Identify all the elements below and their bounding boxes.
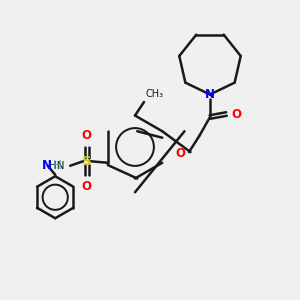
Text: N: N: [42, 159, 52, 172]
Text: O: O: [82, 181, 92, 194]
Text: O: O: [231, 107, 241, 121]
Text: S: S: [82, 155, 92, 168]
Text: O: O: [82, 129, 92, 142]
Text: CH₃: CH₃: [146, 89, 164, 99]
Text: O: O: [176, 147, 185, 160]
Text: HN: HN: [49, 161, 64, 171]
Text: N: N: [205, 88, 215, 101]
Text: H: H: [53, 159, 62, 172]
